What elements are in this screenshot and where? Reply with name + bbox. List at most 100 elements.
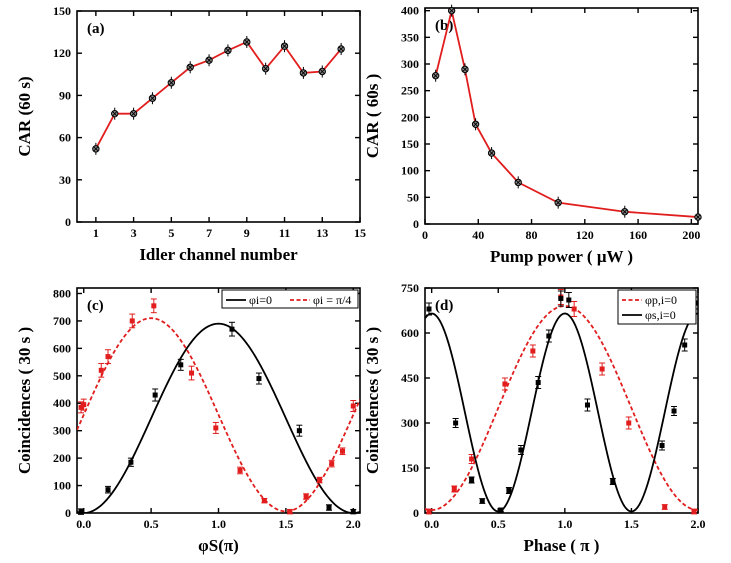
data-point	[129, 318, 135, 324]
data-point-cross	[149, 95, 155, 101]
y-tick-label: 100	[53, 479, 71, 493]
x-tick-label: 1.0	[211, 517, 226, 531]
data-point	[584, 402, 590, 408]
data-point-cross	[206, 57, 212, 63]
data-point-cross	[93, 146, 99, 152]
data-point	[530, 348, 536, 354]
data-point	[350, 509, 356, 515]
data-point	[151, 303, 157, 309]
legend-box	[617, 289, 697, 325]
data-point	[610, 479, 616, 484]
legend-label: φs,i=0	[645, 308, 676, 322]
data-point	[303, 494, 309, 500]
data-point-cross	[300, 70, 306, 76]
data-point	[469, 456, 475, 462]
x-tick-label: 9	[244, 226, 250, 240]
series-line	[95, 40, 342, 150]
data-point-cross	[225, 47, 231, 53]
data-point	[469, 477, 475, 483]
y-tick-label: 90	[59, 88, 71, 102]
x-tick-label: 1.0	[557, 517, 572, 531]
x-axis-title: φS(π)	[198, 536, 239, 555]
x-tick-label: 160	[629, 228, 647, 242]
y-axis-title: Coincidences ( 30 s )	[363, 327, 382, 474]
y-tick-label: 700	[53, 314, 71, 328]
y-tick-label: 450	[401, 371, 419, 385]
data-point	[506, 488, 512, 493]
chart-panel-c: 0.0 0.5 1.0 1.5 2.0 0 100 200 300 400 500 600 700 800…	[15, 286, 361, 555]
data-point	[662, 504, 668, 510]
x-axis-title: Pump power ( μW )	[490, 247, 633, 266]
data-point	[152, 392, 158, 398]
data-point-cross	[187, 64, 193, 70]
x-axis-title: Phase ( π )	[524, 536, 600, 555]
y-tick-label: 300	[401, 416, 419, 430]
series-line	[434, 10, 698, 218]
data-point-cross	[433, 73, 439, 79]
plot-frame-b	[424, 7, 699, 225]
data-point-cross	[319, 68, 325, 75]
legend: φi=0 φi = π/4	[221, 289, 359, 309]
legend-label: φi=0	[249, 293, 272, 307]
data-point	[535, 380, 541, 385]
y-tick-label: 0	[65, 506, 71, 520]
x-tick-label: 120	[576, 228, 594, 242]
data-point	[659, 443, 665, 448]
y-tick-label: 150	[401, 137, 419, 151]
y-tick-label: 50	[407, 190, 419, 204]
data-point	[98, 367, 104, 373]
data-point	[498, 507, 504, 513]
data-point-cross	[338, 46, 344, 52]
fit-curve-0	[425, 305, 698, 511]
y-axis-title: CAR (60 s)	[15, 76, 34, 156]
chart-panel-d: 0.0 0.5 1.0 1.5 2.0 0 150 300 450 600 750 Phase ( π…	[363, 281, 706, 555]
data-point	[558, 296, 564, 301]
x-tick-label: 200	[682, 228, 700, 242]
data-point-cross	[131, 111, 137, 117]
legend: φp,i=0φs,i=0	[617, 289, 697, 325]
y-tick-label: 500	[53, 369, 71, 383]
data-point-cross	[473, 121, 479, 127]
fit-curve-1	[77, 317, 360, 513]
data-point	[261, 498, 267, 504]
x-tick-label: 2.0	[346, 517, 361, 531]
y-tick-label: 300	[401, 57, 419, 71]
y-tick-label: 250	[401, 84, 419, 98]
data-point	[105, 487, 111, 493]
fit-curve-0	[77, 322, 360, 513]
data-point	[128, 459, 134, 465]
data-point-cross	[489, 150, 495, 156]
y-tick-label: 150	[401, 461, 419, 475]
y-tick-label: 400	[401, 4, 419, 18]
data-point	[81, 402, 87, 408]
x-tick-label: 0.5	[144, 517, 159, 531]
data-point	[326, 505, 332, 511]
data-point	[78, 404, 84, 410]
y-tick-label: 350	[401, 30, 419, 44]
y-tick-label: 100	[401, 164, 419, 178]
x-tick-label: 1.5	[278, 517, 293, 531]
data-point-cross	[515, 179, 521, 185]
x-axis-title: Idler channel number	[139, 245, 298, 264]
data-point-cross	[555, 200, 561, 206]
y-tick-label: 0	[413, 217, 419, 231]
y-tick-label: 300	[53, 424, 71, 438]
data-point	[451, 486, 457, 492]
plot-frame-a	[76, 10, 361, 223]
data-point	[479, 498, 485, 504]
data-point	[229, 326, 235, 332]
fit-curve-1	[425, 312, 698, 513]
y-tick-label: 30	[59, 173, 71, 187]
x-tick-label: 0.5	[491, 517, 506, 531]
data-point	[453, 420, 459, 426]
data-point	[599, 366, 605, 372]
panel-label: (b)	[435, 18, 453, 34]
data-point	[350, 403, 356, 409]
x-tick-label: 2.0	[691, 517, 706, 531]
legend-label: φp,i=0	[645, 293, 677, 307]
data-point	[178, 362, 184, 368]
data-point	[566, 297, 572, 303]
data-point	[105, 354, 111, 360]
data-point-cross	[244, 39, 250, 45]
y-tick-label: 0	[65, 215, 71, 229]
